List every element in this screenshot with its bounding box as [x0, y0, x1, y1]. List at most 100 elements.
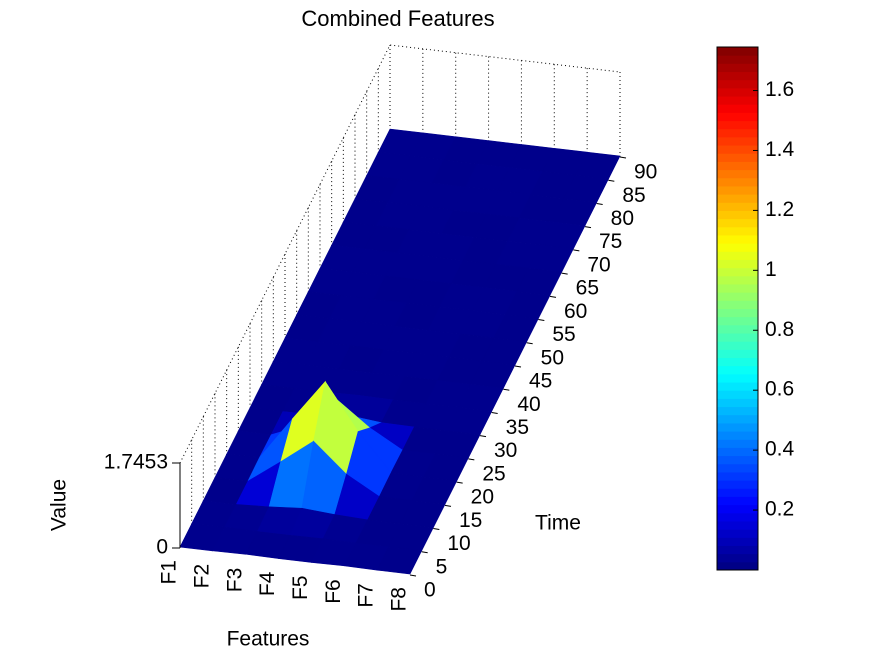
- y-tick: [549, 295, 557, 298]
- colorbar-segment: [717, 210, 758, 220]
- colorbar-segment: [717, 185, 758, 195]
- y-tick-label: 25: [482, 462, 505, 485]
- colorbar-segment: [717, 529, 758, 538]
- y-tick: [479, 435, 487, 438]
- y-tick: [561, 272, 568, 275]
- colorbar-segment: [717, 504, 758, 514]
- colorbar-segment: [717, 471, 758, 481]
- x-tick-label: F8: [388, 587, 411, 612]
- colorbar-tick-label: 0.4: [765, 438, 795, 461]
- y-tick-label: 50: [541, 346, 564, 369]
- colorbar-segment: [717, 292, 758, 301]
- colorbar-segment: [717, 382, 758, 391]
- colorbar-segment: [717, 63, 758, 73]
- colorbar-segment: [717, 316, 758, 326]
- colorbar-segment: [717, 545, 758, 555]
- y-tick: [538, 319, 545, 322]
- colorbar-segment: [717, 300, 758, 309]
- colorbar-segment: [717, 55, 758, 64]
- colorbar-segment: [717, 365, 758, 375]
- y-tick-label: 35: [506, 416, 529, 439]
- colorbar-segment: [717, 275, 758, 285]
- colorbar-segment: [717, 463, 758, 473]
- colorbar-tick-label: 1.2: [765, 198, 794, 221]
- surface-cell: [376, 546, 423, 575]
- colorbar-segment: [717, 136, 758, 146]
- y-tick: [444, 504, 452, 507]
- y-tick-label: 5: [436, 555, 448, 578]
- colorbar-segment: [717, 243, 758, 252]
- colorbar-segment: [717, 79, 758, 89]
- colorbar-segment: [717, 439, 758, 448]
- colorbar-segment: [717, 447, 758, 457]
- y-tick-label: 90: [634, 161, 657, 184]
- y-tick: [596, 202, 603, 205]
- y-tick-label: 65: [576, 277, 599, 300]
- colorbar-segment: [717, 153, 758, 162]
- colorbar-segment: [717, 267, 758, 277]
- colorbar-segment: [717, 349, 758, 359]
- colorbar-segment: [717, 520, 758, 530]
- y-tick-label: 40: [517, 393, 540, 416]
- colorbar-segment: [717, 194, 758, 203]
- y-axis-label: Time: [535, 512, 581, 535]
- y-tick-label: 45: [529, 370, 552, 393]
- colorbar-segment: [717, 537, 758, 546]
- colorbar-tick-label: 1: [765, 258, 777, 281]
- z-axis-label: Value: [48, 479, 71, 531]
- y-tick-label: 10: [447, 532, 470, 555]
- colorbar-segment: [717, 512, 758, 522]
- y-tick: [456, 481, 463, 484]
- y-tick-label: 80: [611, 207, 634, 230]
- y-tick-label: 15: [459, 509, 482, 532]
- colorbar-tick-label: 1.4: [765, 138, 795, 161]
- y-tick: [491, 411, 498, 414]
- y-tick-label: 75: [599, 230, 622, 253]
- colorbar-segment: [717, 561, 758, 571]
- colorbar-segment: [717, 553, 758, 563]
- colorbar-tick-label: 0.6: [765, 378, 794, 401]
- colorbar-segment: [717, 398, 758, 408]
- colorbar-tick-label: 1.6: [765, 78, 794, 101]
- colorbar-segment: [717, 480, 758, 489]
- colorbar-segment: [717, 104, 758, 113]
- y-tick-label: 70: [587, 253, 610, 276]
- chart-title: Combined Features: [301, 6, 494, 31]
- colorbar-segment: [717, 333, 758, 342]
- colorbar-segment: [717, 87, 758, 97]
- colorbar-segment: [717, 71, 758, 81]
- colorbar-segment: [717, 455, 758, 465]
- z-tick-label: 1.7453: [104, 451, 168, 474]
- x-tick-label: F7: [355, 583, 378, 608]
- y-tick-label: 0: [424, 579, 436, 602]
- colorbar-segment: [717, 357, 758, 367]
- y-tick: [619, 156, 627, 159]
- colorbar-segment: [717, 47, 758, 56]
- colorbar-segment: [717, 341, 758, 350]
- colorbar-segment: [717, 169, 758, 179]
- colorbar-segment: [717, 145, 758, 154]
- colorbar-frame: [716, 46, 759, 571]
- colorbar-segment: [717, 128, 758, 138]
- y-tick: [584, 226, 592, 229]
- colorbar-segment: [717, 226, 758, 236]
- colorbar-segment: [717, 234, 758, 244]
- colorbar-segment: [717, 406, 758, 416]
- colorbar-segment: [717, 96, 758, 105]
- y-tick: [409, 574, 417, 577]
- colorbar-segment: [717, 308, 758, 318]
- colorbar-segment: [717, 218, 758, 228]
- x-tick-label: F6: [322, 579, 345, 604]
- colorbar-segment: [717, 324, 758, 334]
- y-tick: [421, 551, 428, 554]
- colorbar-segment: [717, 422, 758, 432]
- z-tick-label: 0: [156, 536, 168, 559]
- colorbar-segment: [717, 161, 758, 171]
- y-tick: [526, 342, 533, 345]
- colorbar-segment: [717, 259, 758, 269]
- y-tick: [503, 388, 510, 391]
- colorbar-segment: [717, 488, 758, 497]
- colorbar-segment: [717, 373, 758, 383]
- y-tick-label: 30: [494, 439, 517, 462]
- colorbar-segment: [717, 251, 758, 260]
